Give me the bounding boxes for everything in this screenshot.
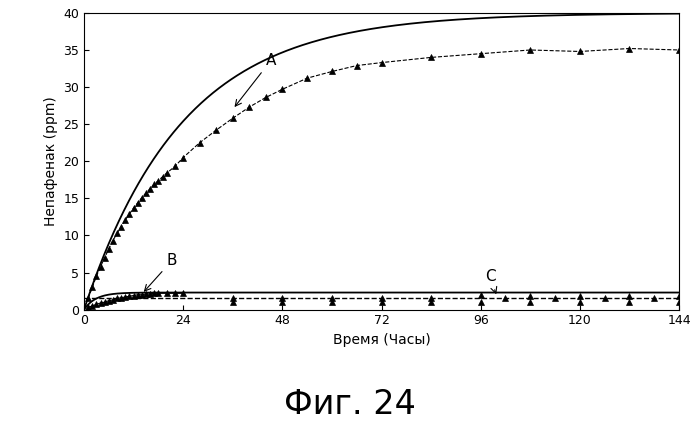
Text: C: C	[485, 270, 497, 293]
Text: Фиг. 24: Фиг. 24	[284, 388, 416, 421]
Y-axis label: Непафенак (ppm): Непафенак (ppm)	[43, 96, 57, 226]
Text: A: A	[235, 53, 276, 106]
X-axis label: Время (Часы): Время (Часы)	[332, 333, 430, 347]
Text: B: B	[144, 253, 177, 291]
